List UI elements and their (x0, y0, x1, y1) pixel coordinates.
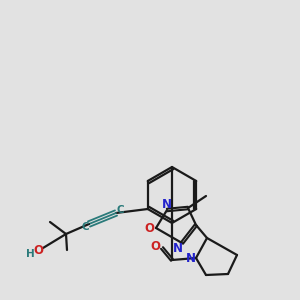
Text: N: N (173, 242, 183, 254)
Text: O: O (144, 221, 154, 235)
Text: O: O (150, 239, 160, 253)
Text: N: N (186, 251, 196, 265)
Text: C: C (81, 222, 89, 232)
Text: C: C (116, 205, 124, 215)
Text: O: O (33, 244, 43, 256)
Text: N: N (162, 199, 172, 212)
Text: H: H (26, 249, 34, 259)
